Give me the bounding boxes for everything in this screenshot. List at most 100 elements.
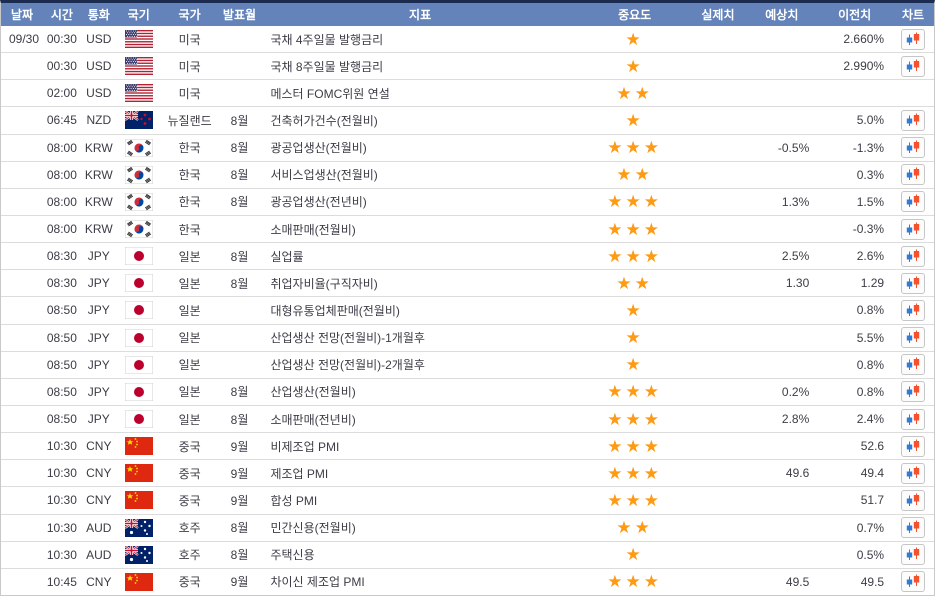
- event-indicator: 민간신용(전월비): [270, 521, 356, 536]
- importance-stars-icon: ★★: [616, 273, 653, 293]
- event-time: 08:30: [46, 249, 77, 264]
- importance-stars-icon: ★★★: [607, 436, 662, 456]
- chart-cell: [892, 28, 934, 50]
- importance-cell: ★: [580, 329, 690, 346]
- importance-stars-icon: ★★: [616, 165, 653, 185]
- table-row: 10:30 CNY 중국 9월 합성 PMI ★★★ 51.7: [1, 486, 934, 514]
- chart-icon[interactable]: [901, 272, 926, 294]
- event-report-month: 9월: [230, 493, 249, 508]
- table-row: 10:45 CNY 중국 9월 차이신 제조업 PMI ★★★ 49.5 49.…: [1, 567, 934, 595]
- importance-stars-icon: ★: [625, 545, 644, 565]
- col-header-forecast: 예상치: [765, 8, 799, 22]
- kr-flag-icon: [117, 192, 161, 211]
- importance-stars-icon: ★: [625, 355, 644, 375]
- chart-cell: [892, 245, 934, 267]
- chart-cell: [892, 571, 934, 593]
- importance-cell: ★★★: [580, 438, 690, 455]
- event-indicator: 실업률: [270, 249, 304, 264]
- chart-icon[interactable]: [901, 462, 926, 484]
- importance-stars-icon: ★: [625, 328, 644, 348]
- event-indicator: 산업생산 전망(전월비)-1개월후: [270, 331, 425, 346]
- jp-flag-icon: [117, 274, 161, 293]
- event-previous-value: 1.29: [860, 276, 885, 291]
- event-currency: JPY: [87, 412, 110, 427]
- chart-icon[interactable]: [901, 489, 926, 511]
- event-time: 10:30: [46, 493, 77, 508]
- event-indicator: 국채 4주일물 발행금리: [270, 32, 384, 47]
- event-indicator: 취업자비율(구직자비): [270, 276, 378, 291]
- event-country: 일본: [178, 249, 201, 264]
- chart-cell: [892, 55, 934, 77]
- chart-icon[interactable]: [901, 299, 926, 321]
- chart-icon[interactable]: [901, 435, 926, 457]
- event-country: 호주: [178, 548, 201, 563]
- importance-stars-icon: ★★: [616, 518, 653, 538]
- chart-icon[interactable]: [901, 245, 926, 267]
- event-indicator: 서비스업생산(전월비): [270, 168, 378, 183]
- chart-icon[interactable]: [901, 517, 926, 539]
- col-header-country: 국가: [178, 8, 201, 22]
- importance-cell: ★★★: [580, 193, 690, 210]
- table-row: 08:00 KRW 한국 소매판매(전월비) ★★★ -0.3%: [1, 214, 934, 243]
- importance-stars-icon: ★★★: [607, 382, 662, 402]
- table-row: 09/30 00:30 USD 미국 국채 4주일물 발행금리 ★ 2.660%: [1, 26, 934, 53]
- col-header-indicator: 지표: [409, 8, 432, 22]
- event-country: 일본: [178, 276, 201, 291]
- chart-icon[interactable]: [901, 137, 926, 159]
- jp-flag-icon: [117, 301, 161, 320]
- importance-cell: ★★★: [580, 411, 690, 428]
- chart-icon[interactable]: [901, 571, 926, 593]
- table-row: 10:30 CNY 중국 9월 비제조업 PMI ★★★ 52.6: [1, 432, 934, 460]
- us-flag-icon: [117, 84, 161, 103]
- event-country: 호주: [178, 521, 201, 536]
- chart-cell: [892, 489, 934, 511]
- chart-cell: [892, 327, 934, 349]
- chart-icon[interactable]: [901, 28, 926, 50]
- chart-cell: [892, 354, 934, 376]
- event-previous-value: 0.8%: [856, 357, 885, 372]
- table-row: 10:30 CNY 중국 9월 제조업 PMI ★★★ 49.6 49.4: [1, 459, 934, 487]
- chart-icon[interactable]: [901, 381, 926, 403]
- chart-icon[interactable]: [901, 544, 926, 566]
- event-previous-value: -0.3%: [852, 222, 885, 237]
- event-report-month: 9월: [230, 439, 249, 454]
- event-previous-value: 0.7%: [856, 520, 885, 535]
- event-forecast-value: 49.5: [785, 574, 810, 589]
- au-flag-icon: [117, 518, 161, 537]
- col-header-currency: 통화: [87, 8, 110, 22]
- event-previous-value: 2.4%: [856, 412, 885, 427]
- chart-icon[interactable]: [901, 191, 926, 213]
- event-date: 09/30: [9, 32, 40, 47]
- event-currency: AUD: [86, 520, 112, 535]
- table-row: 08:50 JPY 일본 8월 소매판매(전년비) ★★★ 2.8% 2.4%: [1, 404, 934, 433]
- event-currency: CNY: [86, 574, 112, 589]
- importance-cell: ★★★: [580, 573, 690, 590]
- cn-flag-icon: [117, 491, 161, 510]
- event-currency: USD: [86, 59, 112, 74]
- importance-cell: ★★★: [580, 383, 690, 400]
- cn-flag-icon: [117, 572, 161, 591]
- event-previous-value: -1.3%: [852, 140, 885, 155]
- table-row: 08:30 JPY 일본 8월 취업자비율(구직자비) ★★ 1.30 1.29: [1, 269, 934, 297]
- chart-icon[interactable]: [901, 55, 926, 77]
- event-previous-value: 0.3%: [856, 167, 885, 182]
- kr-flag-icon: [117, 165, 161, 184]
- importance-cell: ★: [580, 31, 690, 48]
- chart-icon[interactable]: [901, 408, 926, 430]
- cn-flag-icon: [117, 437, 161, 456]
- chart-cell: [892, 191, 934, 213]
- event-report-month: 8월: [230, 548, 249, 563]
- event-country: 한국: [178, 195, 201, 210]
- chart-icon[interactable]: [901, 218, 926, 240]
- event-time: 08:50: [46, 412, 77, 427]
- chart-icon[interactable]: [901, 109, 926, 131]
- event-country: 뉴질랜드: [167, 113, 212, 128]
- event-report-month: 8월: [230, 412, 249, 427]
- us-flag-icon: [117, 30, 161, 49]
- event-previous-value: 2.660%: [843, 32, 885, 47]
- chart-cell: [892, 544, 934, 566]
- chart-icon[interactable]: [901, 354, 926, 376]
- chart-icon[interactable]: [901, 327, 926, 349]
- chart-icon[interactable]: [901, 164, 926, 186]
